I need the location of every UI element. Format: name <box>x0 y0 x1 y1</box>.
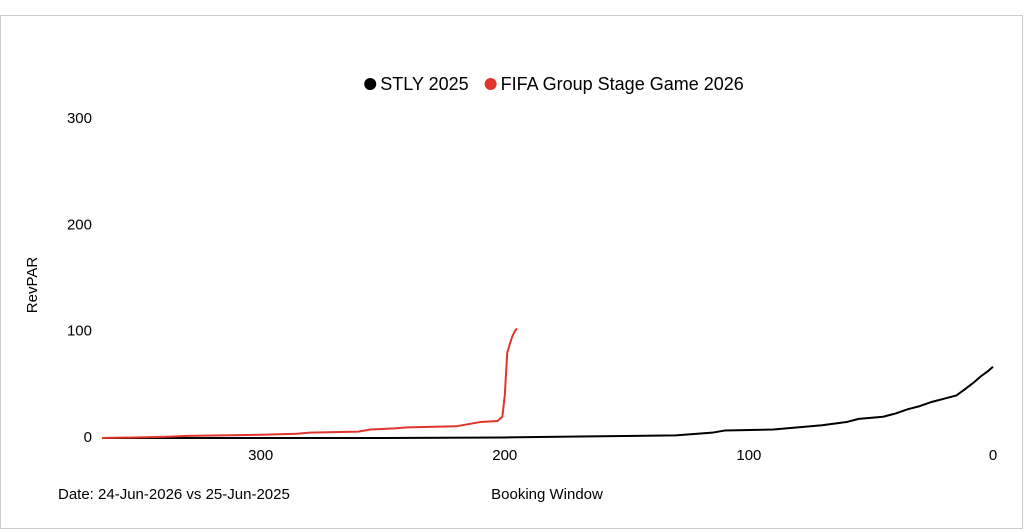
y-tick-label: 0 <box>84 429 92 446</box>
legend-marker <box>484 78 497 90</box>
series-line <box>101 327 518 439</box>
x-tick-label: 0 <box>989 447 997 464</box>
series-line <box>102 366 994 439</box>
footnote: Date: 24-Jun-2026 vs 25-Jun-2025 <box>58 486 290 503</box>
legend-marker <box>364 78 377 90</box>
y-tick-label: 300 <box>67 110 92 127</box>
x-axis-label: Booking Window <box>491 486 603 503</box>
x-tick-label: 100 <box>736 447 761 464</box>
y-tick-label: 100 <box>67 323 92 340</box>
legend: STLY 2025 FIFA Group Stage Game 2026 <box>364 74 744 94</box>
x-tick-label: 300 <box>248 447 273 464</box>
y-axis-label: RevPAR <box>24 257 41 314</box>
legend-label: FIFA Group Stage Game 2026 <box>501 74 744 94</box>
legend-label: STLY 2025 <box>380 74 468 94</box>
chart-frame <box>0 15 1023 529</box>
x-tick-label: 200 <box>492 447 517 464</box>
y-tick-label: 200 <box>67 216 92 233</box>
